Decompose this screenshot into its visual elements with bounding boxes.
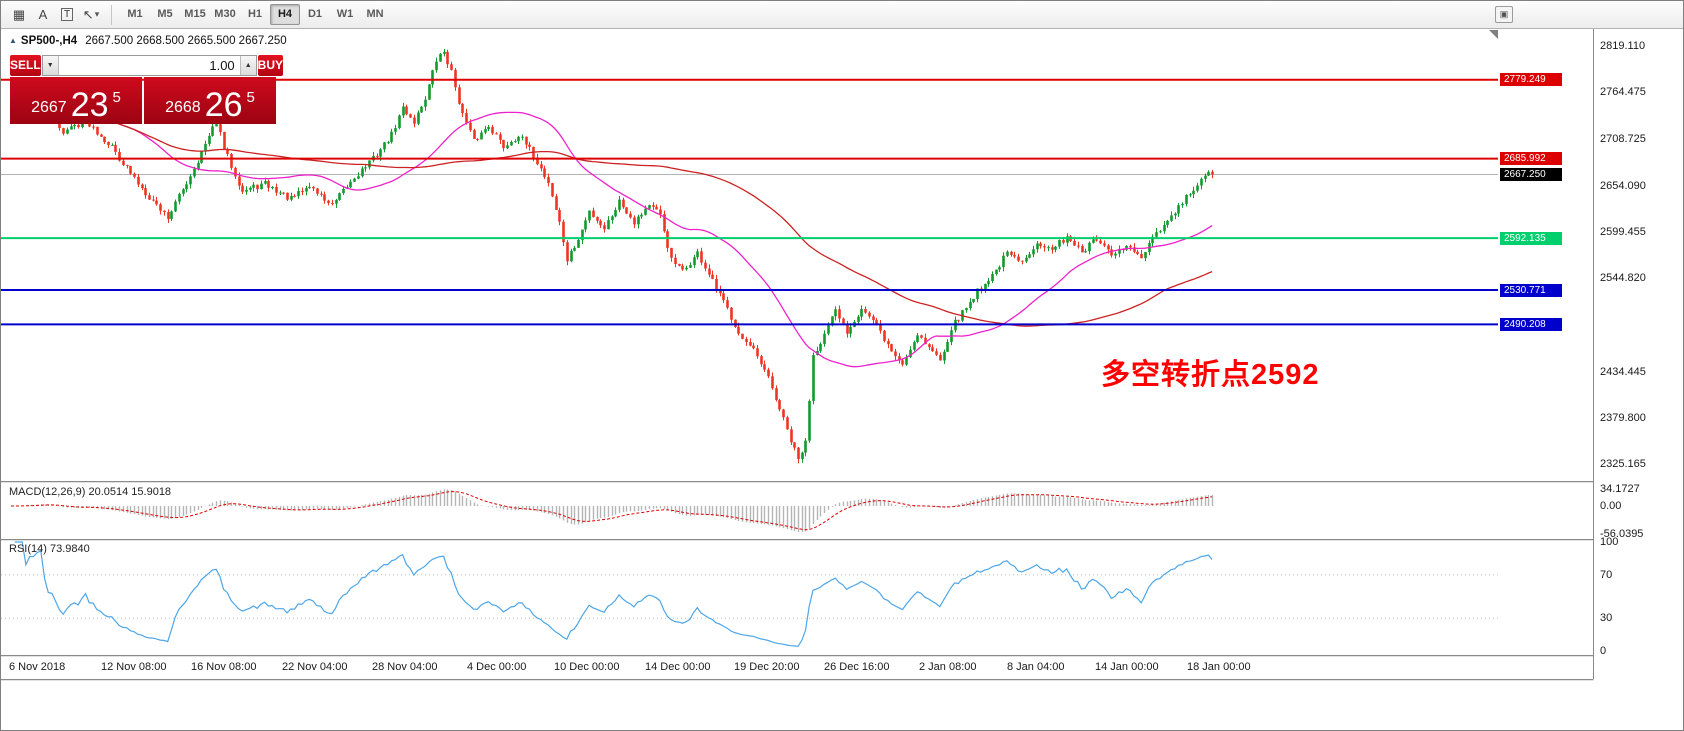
price-line-label-2685.992: 2685.992 [1500,152,1562,165]
rsi-axis-tick: 100 [1600,536,1619,548]
time-axis-label: 14 Jan 00:00 [1095,661,1159,673]
time-axis-label: 2 Jan 08:00 [919,661,977,673]
buy-price-prefix: 2668 [165,99,201,116]
chart-window-icon: ▲ [9,36,17,45]
buy-button[interactable]: BUY [257,55,284,76]
toolbar-separator [111,4,112,25]
timeframe-d1[interactable]: D1 [307,8,323,20]
text-tool-icon: A [38,7,48,22]
textbox-tool-icon: T [60,8,74,21]
symbol-period-label: SP500-,H4 [20,35,78,47]
macd-indicator-label: MACD(12,26,9) 20.0514 15.9018 [9,486,172,498]
one-click-trading-widget: SELL ▼ ▲ BUY 2667 23 5 2668 26 5 [10,55,284,124]
rsi-line [14,541,1213,648]
rsi-indicator-label: RSI(14) 73.9840 [9,543,90,555]
sell-price-big: 23 [70,86,109,125]
grid-tool-icon[interactable]: ▦ [7,4,31,26]
macd-histogram [14,489,1214,533]
shapes-tool-icon[interactable]: ↖ ▾ [79,4,103,26]
price-axis-tick: 2434.445 [1600,366,1646,378]
price-line-label-2490.208: 2490.208 [1500,318,1562,331]
candlestick-chart-canvas[interactable] [1,29,1684,731]
sell-price-sup: 5 [112,89,121,106]
time-axis-label: 16 Nov 08:00 [191,661,257,673]
timeframe-h1[interactable]: H1 [247,8,263,20]
time-axis-label: 12 Nov 08:00 [101,661,167,673]
timeframe-w1[interactable]: W1 [336,8,354,20]
macd-axis-tick: 34.1727 [1600,483,1640,495]
dropdown-caret-icon: ▾ [94,9,100,19]
chart-text-annotation[interactable]: 多空转折点2592 [1101,359,1320,391]
timeframe-m30[interactable]: M30 [214,8,236,20]
time-axis-label: 8 Jan 04:00 [1007,661,1065,673]
time-axis-label: 6 Nov 2018 [9,661,66,673]
sell-price-panel[interactable]: 2667 23 5 [10,77,142,124]
price-line-label-2592.135: 2592.135 [1500,232,1562,245]
time-axis-label: 19 Dec 20:00 [734,661,800,673]
time-axis-label: 18 Jan 00:00 [1187,661,1251,673]
timeframe-m5[interactable]: M5 [157,8,173,20]
shapes-tool-icon: ↖ [82,6,94,22]
time-axis-label: 26 Dec 16:00 [824,661,890,673]
price-line-label-2779.249: 2779.249 [1500,73,1562,86]
buy-price-big: 26 [204,86,243,125]
volume-input[interactable] [58,56,240,75]
buy-price-sup: 5 [246,89,255,106]
rsi-axis-tick: 30 [1600,612,1613,624]
down-arrow-icon: ▼ [46,62,54,69]
volume-decrease-button[interactable]: ▼ [42,56,59,75]
textbox-tool-icon[interactable]: T [55,4,79,26]
sell-price-prefix: 2667 [31,99,67,116]
price-axis-tick: 2379.800 [1600,412,1646,424]
ohlc-values: 2667.500 2668.500 2665.500 2667.250 [85,35,287,47]
chart-shift-marker-icon [1489,30,1498,39]
toolbar: ▦ A T ↖ ▾ M1 M5 M15 M30 H1 H4 D1 W1 MN ▣ [1,1,1683,29]
price-axis-tick: 2764.475 [1600,86,1646,98]
tool-icons-group: ▦ A T ↖ ▾ [7,4,103,26]
timeframe-buttons: M1 M5 M15 M30 H1 H4 D1 W1 MN [120,4,390,25]
text-tool-icon[interactable]: A [31,4,55,26]
up-arrow-icon: ▲ [244,62,252,69]
price-axis-tick: 2599.455 [1600,226,1646,238]
current-price-label: 2667.250 [1500,168,1562,181]
macd-axis-tick: 0.00 [1600,500,1622,512]
time-axis-label: 10 Dec 00:00 [554,661,620,673]
price-axis-tick: 2819.110 [1600,40,1646,52]
price-axis-tick: 2708.725 [1600,133,1646,145]
grid-tool-icon: ▦ [12,6,26,22]
macd-signal-line [11,491,1213,531]
timeframe-m1[interactable]: M1 [127,8,143,20]
rsi-axis-tick: 0 [1600,645,1607,657]
time-axis-label: 28 Nov 04:00 [372,661,438,673]
time-axis-label: 22 Nov 04:00 [282,661,348,673]
toolbar-right-icon[interactable]: ▣ [1495,6,1513,23]
price-line-label-2530.771: 2530.771 [1500,284,1562,297]
price-axis-tick: 2325.165 [1600,458,1646,470]
timeframe-mn[interactable]: MN [366,8,384,20]
volume-stepper: ▼ ▲ [41,55,257,76]
volume-increase-button[interactable]: ▲ [239,56,256,75]
price-axis-tick: 2544.820 [1600,272,1646,284]
rsi-axis-tick: 70 [1600,569,1613,581]
time-axis-label: 14 Dec 00:00 [645,661,711,673]
buy-price-panel[interactable]: 2668 26 5 [144,77,276,124]
chart-header: ▲ SP500-,H4 2667.500 2668.500 2665.500 266… [9,35,287,47]
candles [10,49,1214,464]
timeframe-m15[interactable]: M15 [184,8,206,20]
price-axis-tick: 2654.090 [1600,180,1646,192]
time-axis-label: 4 Dec 00:00 [467,661,527,673]
macd-axis-tick: -56.0395 [1600,528,1644,540]
moving-average-line-34 [10,108,1213,368]
timeframe-h4[interactable]: H4 [270,4,300,25]
sell-button[interactable]: SELL [10,55,41,76]
